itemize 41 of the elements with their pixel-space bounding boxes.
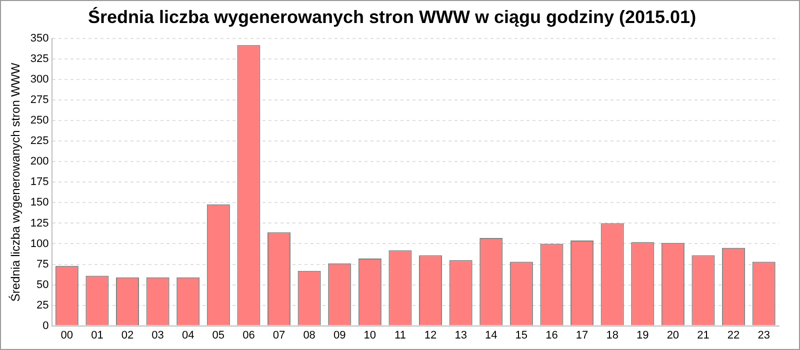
y-tick-label: 300 [30, 74, 49, 86]
x-tick-label: 10 [364, 329, 376, 342]
x-tick-label: 15 [515, 329, 528, 342]
x-tick-label: 04 [182, 329, 194, 342]
x-tick-label: 01 [91, 329, 104, 342]
x-tick-label: 02 [121, 329, 134, 342]
x-tick-label: 09 [333, 329, 346, 342]
x-tick-label: 00 [60, 329, 74, 342]
y-tick-label: 125 [30, 217, 49, 230]
y-tick-label: 200 [30, 156, 49, 168]
chart-title: Średnia liczba wygenerowanych stron WWW w ciągu godziny (2015.01) [88, 6, 696, 27]
x-tick-label: 23 [758, 329, 770, 342]
x-tick-label: 08 [303, 329, 316, 342]
x-tick-label: 18 [606, 329, 618, 342]
y-axis-title: Średnia liczba wygenerowanych stron WWW [8, 62, 23, 302]
y-tick-label: 50 [36, 278, 49, 291]
x-tick-label: 16 [546, 329, 558, 342]
x-tick-label: 19 [636, 329, 649, 342]
x-tick-label: 13 [454, 329, 467, 342]
y-tick-label: 275 [30, 94, 49, 106]
x-tick-label: 06 [242, 329, 255, 342]
x-tick-label: 17 [576, 329, 588, 342]
x-tick-label: 03 [152, 329, 164, 342]
y-tick-label: 225 [30, 135, 49, 148]
y-tick-label: 175 [30, 176, 49, 188]
x-tick-label: 12 [424, 329, 437, 342]
x-tick-label: 21 [697, 329, 710, 342]
x-tick-label: 07 [272, 329, 286, 342]
y-tick-label: 325 [30, 53, 49, 66]
x-tick-label: 05 [212, 329, 225, 342]
y-tick-label: 100 [30, 238, 49, 250]
x-tick-label: 22 [727, 329, 740, 342]
y-tick-label: 250 [30, 114, 49, 127]
x-tick-label: 11 [394, 329, 406, 342]
y-tick-label: 150 [30, 196, 49, 209]
x-tick-label: 20 [666, 329, 680, 342]
y-tick-label: 25 [36, 299, 49, 312]
y-tick-label: 0 [42, 320, 49, 332]
y-tick-label: 350 [30, 32, 49, 45]
x-tick-label: 14 [485, 329, 498, 342]
y-tick-label: 75 [36, 258, 49, 270]
